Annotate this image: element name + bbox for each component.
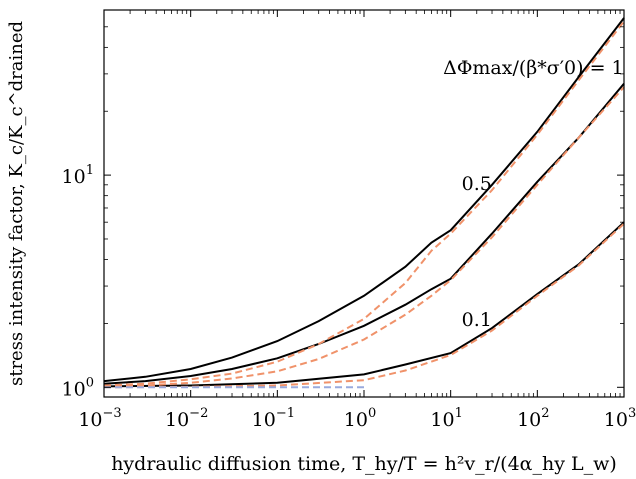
annotations: ΔΦmax/(β*σ′0) = 1 0.5 0.1	[443, 57, 624, 331]
y-tick-label: 100	[62, 375, 94, 400]
x-tick-label: 100	[344, 406, 376, 431]
x-tick-label: 102	[517, 406, 549, 431]
y-tick-label: 101	[62, 163, 94, 188]
series-line-1	[103, 17, 625, 383]
plot-series	[103, 17, 625, 389]
annotation-label-1: ΔΦmax/(β*σ′0) = 1	[443, 57, 624, 79]
y-axis-label: stress intensity factor, K_c/K_c^drained	[6, 21, 27, 386]
series-line-5	[103, 86, 625, 388]
series-line-4	[103, 20, 625, 387]
axis-ticks: 10−3 10−2 10−1 100 101 102 103 100 101	[62, 10, 636, 431]
x-tick-label: 10−3	[78, 406, 121, 431]
x-tick-label: 10−1	[252, 406, 295, 431]
series-line-3	[103, 221, 625, 388]
x-axis-label: hydraulic diffusion time, T_hy/T = h²v_r…	[111, 453, 617, 475]
x-tick-label: 101	[430, 406, 462, 431]
annotation-label-2: 0.5	[462, 173, 492, 195]
annotation-label-3: 0.1	[462, 309, 492, 331]
series-line-2	[103, 82, 625, 385]
series-line-6	[103, 222, 625, 389]
x-tick-label: 10−2	[165, 406, 208, 431]
x-tick-label: 103	[604, 406, 636, 431]
